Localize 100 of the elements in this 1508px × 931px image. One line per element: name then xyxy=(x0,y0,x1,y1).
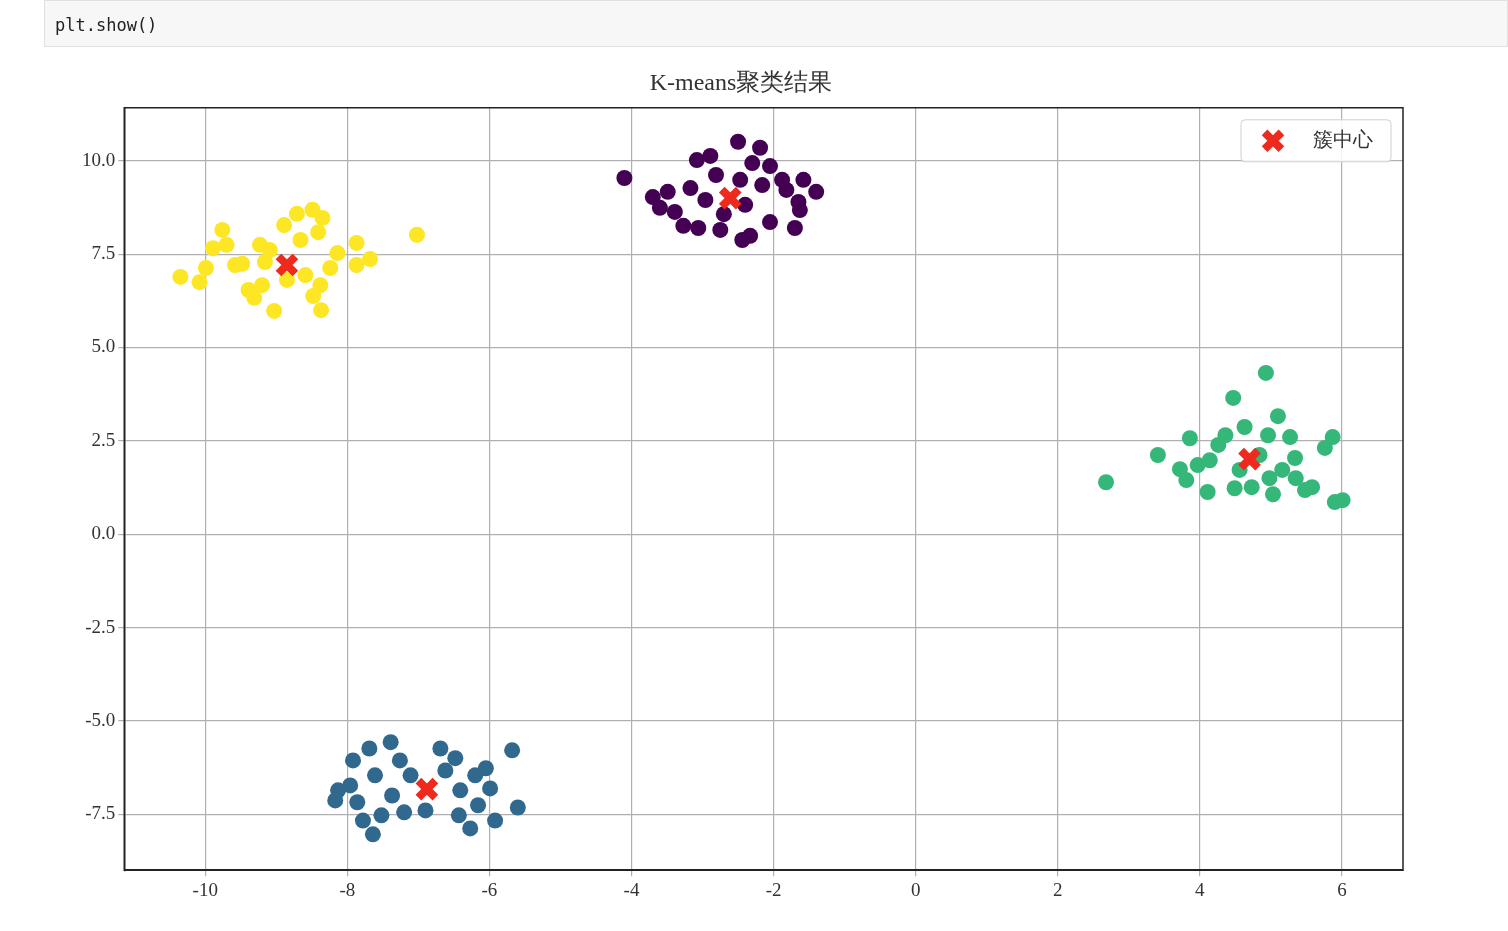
point xyxy=(1269,408,1286,425)
point xyxy=(1225,389,1242,406)
point xyxy=(329,245,346,262)
point xyxy=(1217,427,1234,444)
y-tick-label: -2.5 xyxy=(85,615,116,637)
y-tick-label: 7.5 xyxy=(91,242,116,264)
text: plt.show() xyxy=(55,14,159,37)
point xyxy=(382,734,399,751)
point xyxy=(354,812,371,829)
y-tick-label: -7.5 xyxy=(85,802,116,824)
point xyxy=(191,274,208,291)
point xyxy=(1201,452,1218,469)
point xyxy=(462,820,479,837)
point xyxy=(361,740,378,757)
point xyxy=(1257,364,1274,381)
point xyxy=(697,192,714,209)
point xyxy=(675,217,692,234)
point xyxy=(373,807,390,824)
x-tick-label: 4 xyxy=(1195,878,1206,900)
x-tick-label: -4 xyxy=(623,878,640,900)
point xyxy=(172,268,189,285)
y-tick-label: 2.5 xyxy=(91,428,116,450)
legend-label: 簇中心 xyxy=(1313,127,1373,151)
x-tick-label: -2 xyxy=(765,878,782,900)
x-tick-label: -6 xyxy=(481,878,498,900)
point xyxy=(396,804,413,821)
point xyxy=(744,155,761,172)
point xyxy=(345,752,361,769)
y-tick-label: 0.0 xyxy=(91,522,116,544)
point xyxy=(762,214,779,231)
point xyxy=(1287,470,1304,487)
point xyxy=(644,189,661,206)
x-tick-label: 0 xyxy=(910,878,921,900)
point xyxy=(1274,461,1291,478)
point xyxy=(1304,479,1321,496)
point xyxy=(288,205,305,222)
point xyxy=(754,177,771,194)
point xyxy=(666,203,683,220)
x-tick-label: -8 xyxy=(339,878,356,900)
point xyxy=(1334,492,1351,509)
point xyxy=(276,217,293,234)
point xyxy=(447,750,464,767)
point xyxy=(682,180,699,197)
point xyxy=(1260,427,1277,444)
point xyxy=(310,224,327,241)
point xyxy=(408,226,425,243)
point xyxy=(1324,429,1341,446)
point xyxy=(342,777,359,794)
point xyxy=(786,220,803,237)
point xyxy=(808,183,825,200)
y-tick-label: 10.0 xyxy=(82,148,116,170)
point xyxy=(1287,450,1304,467)
point xyxy=(1181,430,1198,447)
point xyxy=(414,776,440,802)
point xyxy=(214,221,231,238)
point xyxy=(1243,479,1260,496)
point xyxy=(313,302,330,319)
point xyxy=(708,167,725,184)
point xyxy=(1236,419,1253,436)
point xyxy=(482,780,499,797)
point xyxy=(1098,474,1115,491)
point xyxy=(364,826,381,843)
point xyxy=(246,289,263,306)
point xyxy=(659,183,676,200)
point xyxy=(314,209,331,226)
point xyxy=(752,139,769,156)
point xyxy=(651,199,668,216)
point xyxy=(467,767,484,784)
point xyxy=(362,251,379,268)
point xyxy=(470,797,487,814)
y-tick-label: -5.0 xyxy=(85,708,116,730)
point xyxy=(702,147,719,164)
point xyxy=(348,234,365,251)
point xyxy=(278,271,295,288)
point xyxy=(297,267,314,284)
point xyxy=(742,227,759,244)
point xyxy=(504,742,521,759)
point xyxy=(737,196,754,213)
point xyxy=(348,256,365,273)
point xyxy=(402,767,419,784)
point xyxy=(437,762,454,779)
point xyxy=(1261,470,1278,487)
point xyxy=(367,767,384,784)
point xyxy=(452,782,469,799)
point xyxy=(1237,446,1263,472)
point xyxy=(717,185,743,211)
x-tick-label: -10 xyxy=(192,878,218,900)
point xyxy=(391,752,408,769)
point xyxy=(1149,447,1166,464)
point xyxy=(322,259,339,276)
point xyxy=(292,231,309,248)
point xyxy=(715,206,732,223)
point xyxy=(312,277,329,294)
point xyxy=(730,133,747,150)
point xyxy=(1264,486,1281,503)
point xyxy=(330,782,347,799)
point xyxy=(762,158,779,175)
point xyxy=(1178,472,1195,489)
point xyxy=(417,802,434,819)
point xyxy=(450,807,467,824)
